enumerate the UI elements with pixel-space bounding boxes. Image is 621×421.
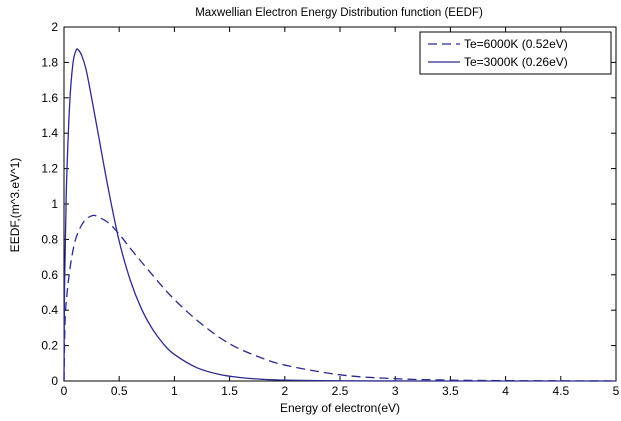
y-tick-label: 1 (51, 197, 58, 211)
y-tick-label: 1.6 (41, 91, 58, 105)
legend-box (419, 31, 612, 75)
x-tick-label: 1.5 (221, 384, 238, 398)
x-tick-label: 4.5 (552, 384, 569, 398)
legend: Te=6000K (0.52eV) Te=3000K (0.26eV) (419, 31, 612, 75)
x-tick-label: 4 (502, 384, 509, 398)
y-axis-label: EEDF,(m^3.eV^1) (8, 158, 22, 253)
series-line-te-3000k (63, 48, 616, 382)
y-tick-label: 2 (51, 20, 58, 34)
x-tick-label: 0 (61, 384, 68, 398)
y-tick-label: 0.8 (41, 232, 58, 246)
series-layer (63, 48, 617, 382)
x-tick-label: 1 (171, 384, 178, 398)
x-axis-label: Energy of electron(eV) (280, 401, 400, 415)
x-tick-label: 2.5 (332, 384, 349, 398)
legend-label: Te=6000K (0.52eV) (464, 37, 568, 51)
y-tick-label: 1.8 (41, 55, 58, 69)
y-tick-label: 1.2 (41, 162, 58, 176)
y-tick-label: 1.4 (41, 126, 58, 140)
x-tick-label: 3.5 (442, 384, 459, 398)
x-tick-label: 0.5 (111, 384, 128, 398)
y-tick-label: 0.2 (41, 339, 58, 353)
legend-label: Te=3000K (0.26eV) (464, 55, 568, 69)
x-axis: 0 0.5 1 1.5 2 2.5 3 3.5 4 4.5 5 (61, 27, 620, 398)
y-tick-label: 0 (51, 374, 58, 388)
x-tick-label: 5 (613, 384, 620, 398)
y-tick-label: 0.6 (41, 268, 58, 282)
chart-title: Maxwellian Electron Energy Distribution … (195, 7, 483, 19)
plot-area (63, 26, 617, 382)
x-tick-label: 2 (281, 384, 288, 398)
y-tick-label: 0.4 (41, 303, 58, 317)
series-line-te-6000k (63, 214, 617, 382)
x-tick-label: 3 (392, 384, 399, 398)
